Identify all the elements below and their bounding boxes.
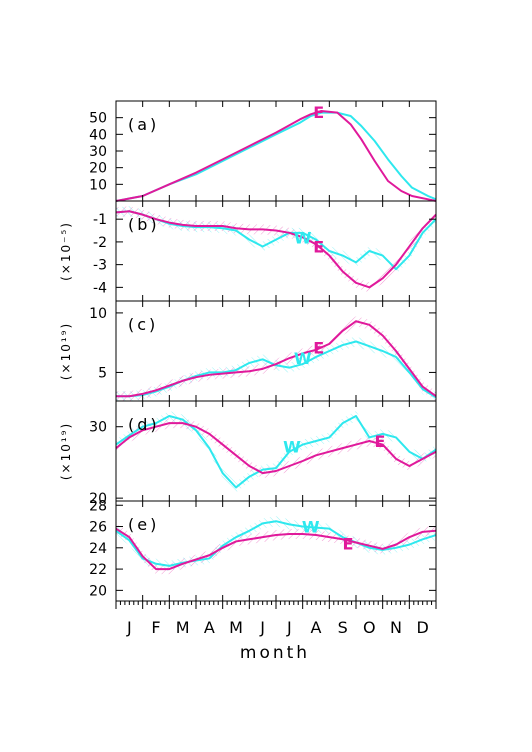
panel-label: (d) <box>128 415 160 434</box>
month-label: O <box>363 618 376 637</box>
series-W-line <box>115 415 437 489</box>
series-W-line <box>116 340 437 399</box>
y-axis-unit-label: (×10¹⁹) <box>59 322 73 380</box>
series-label-W: W <box>294 228 312 247</box>
series-label-E: E <box>343 535 354 554</box>
series-label-W: W <box>302 518 320 537</box>
month-label: A <box>311 618 322 637</box>
y-tick-label: 5 <box>98 365 107 381</box>
series-E-line <box>115 422 437 475</box>
month-label: D <box>417 618 429 637</box>
month-label: J <box>286 618 292 637</box>
month-label: A <box>204 618 215 637</box>
y-tick-label: 20 <box>89 161 107 177</box>
y-tick-label: -1 <box>93 212 107 228</box>
x-axis-label: month <box>240 643 310 663</box>
panel-4: 20 22 24 26 28 (e) W E <box>89 498 437 602</box>
y-tick-label: 40 <box>89 127 107 143</box>
y-tick-label: 10 <box>89 306 107 322</box>
series-E-line <box>115 527 437 571</box>
y-tick-label: 10 <box>89 177 107 193</box>
y-axis-unit-label: (×10¹⁹) <box>59 422 73 480</box>
y-tick-label: 50 <box>89 111 107 127</box>
series-W-band <box>116 336 436 403</box>
panel-frame <box>115 200 437 302</box>
y-tick-label: -3 <box>93 258 107 274</box>
series-label-E: E <box>313 338 324 357</box>
panel-3: 20 30 (d) (×10¹⁹) W E <box>59 400 437 507</box>
month-label: F <box>151 618 160 637</box>
series-E-line <box>115 110 437 202</box>
series-E-line <box>115 210 437 289</box>
panel-1: -4 -3 -2 -1 (b) (×10⁻⁵) W E <box>59 200 437 302</box>
y-axis-unit-label: (×10⁻⁵) <box>59 221 73 281</box>
series-label-E: E <box>313 237 324 256</box>
y-tick-label: 30 <box>89 420 107 436</box>
series-W-band <box>116 516 436 571</box>
month-label: M <box>176 618 190 637</box>
y-tick-label: -4 <box>93 280 107 296</box>
y-tick-label: 28 <box>89 498 107 514</box>
month-label: S <box>338 618 348 637</box>
panel-label: (a) <box>128 115 159 134</box>
y-tick-label: 24 <box>89 541 107 557</box>
series-label-W: W <box>294 349 312 368</box>
series-label-E: E <box>313 103 324 122</box>
panel-label: (e) <box>128 515 159 534</box>
series-W-line <box>115 210 437 271</box>
series-E-line <box>116 320 437 398</box>
series-label-E: E <box>375 432 386 451</box>
month-label: J <box>126 618 132 637</box>
month-label: J <box>259 618 265 637</box>
panel-2: 5 10 (c) (×10¹⁹) WE <box>59 300 437 403</box>
month-label: M <box>229 618 243 637</box>
y-tick-label: 26 <box>89 520 107 536</box>
y-tick-label: -2 <box>93 235 107 251</box>
panel-label: (b) <box>128 215 160 234</box>
month-label: N <box>390 618 402 637</box>
y-tick-label: 22 <box>89 562 107 578</box>
y-tick-label: 20 <box>89 583 107 599</box>
panel-label: (c) <box>128 315 158 334</box>
series-label-W: W <box>283 438 301 457</box>
series-W-line <box>115 520 437 567</box>
y-tick-label: 30 <box>89 144 107 160</box>
series-W-line <box>115 111 437 202</box>
y-tick-label: 20 <box>89 491 107 507</box>
